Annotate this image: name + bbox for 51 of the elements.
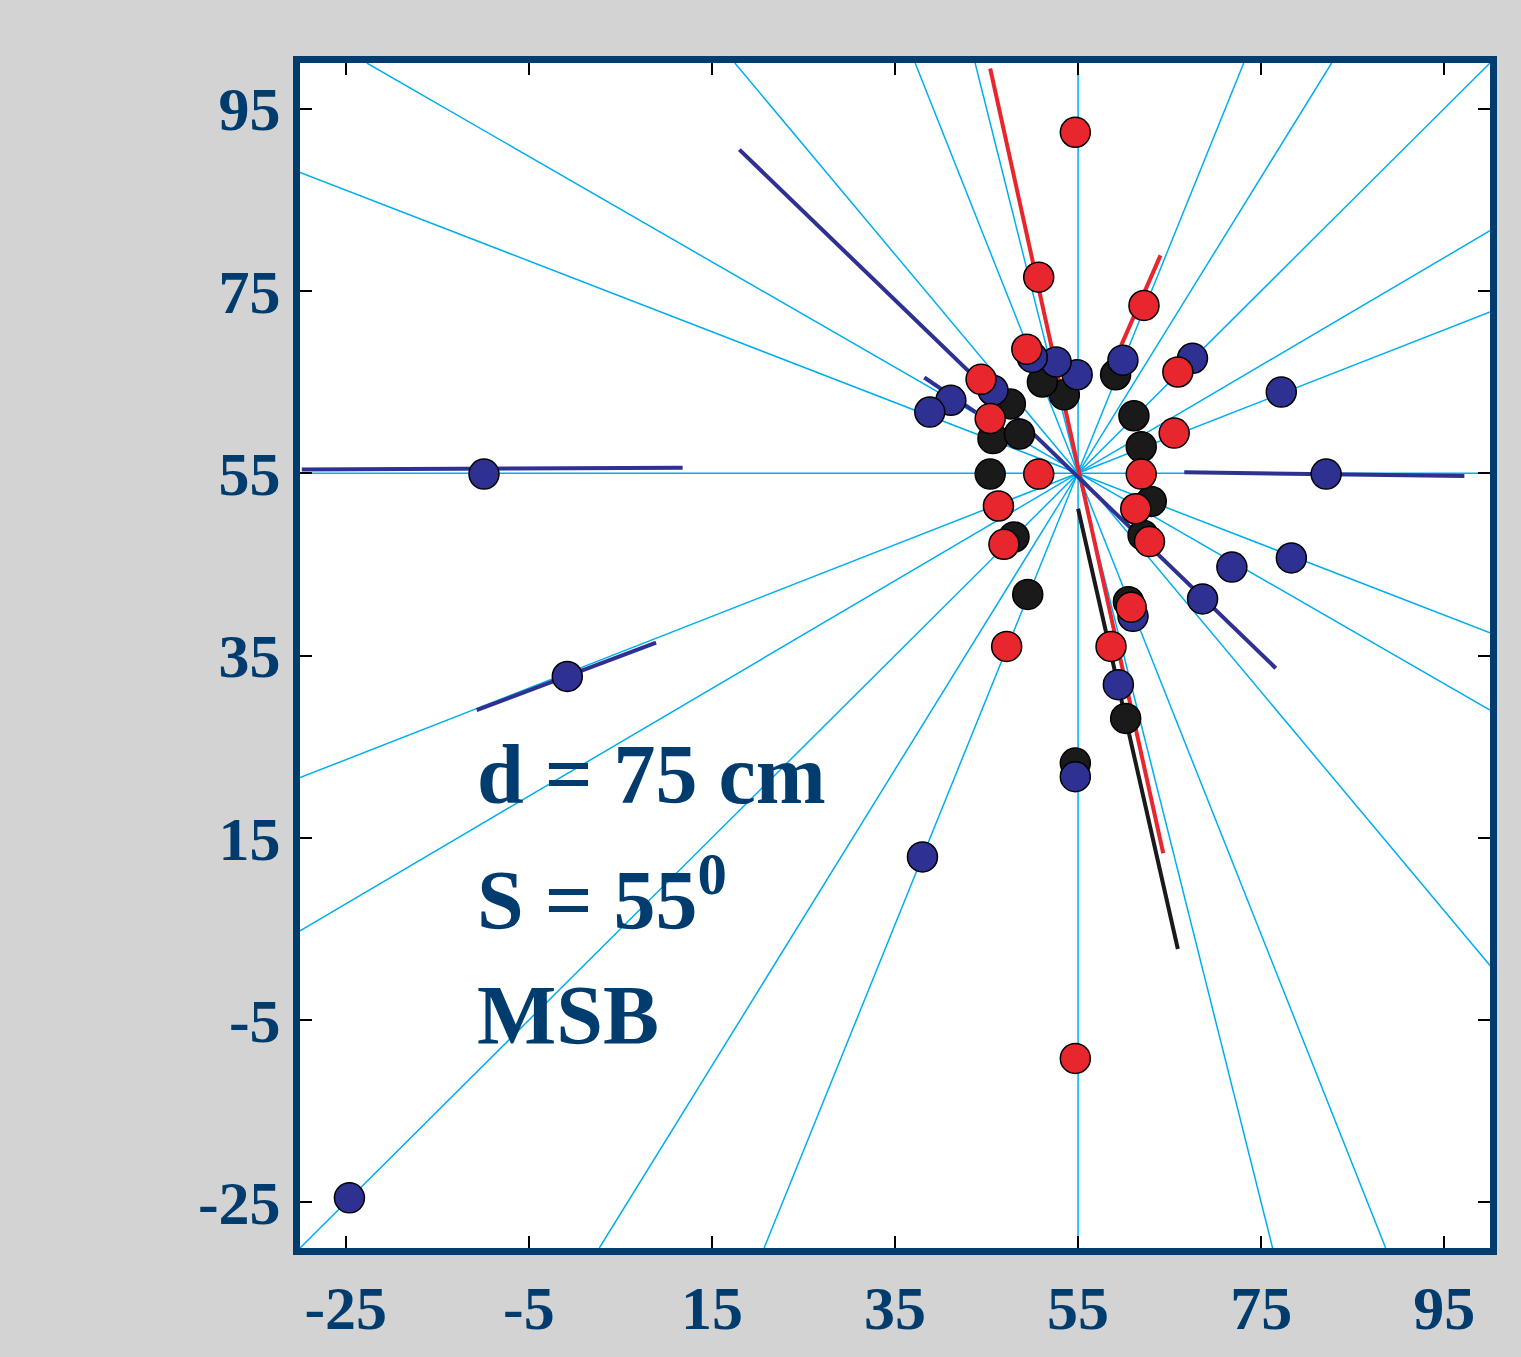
point xyxy=(1011,578,1044,611)
point xyxy=(1095,630,1127,663)
point xyxy=(906,841,939,873)
point xyxy=(1310,458,1342,490)
x-tick-label: 35 xyxy=(864,1274,926,1343)
point xyxy=(1125,431,1157,463)
point xyxy=(1265,376,1298,408)
point xyxy=(1109,702,1142,735)
point xyxy=(1059,116,1092,149)
point xyxy=(1011,333,1043,365)
y-tick-label: 15 xyxy=(218,804,281,873)
point xyxy=(1107,344,1139,376)
point xyxy=(982,490,1015,522)
point xyxy=(1102,668,1135,701)
point xyxy=(990,630,1023,663)
point xyxy=(1162,356,1194,388)
point xyxy=(468,458,500,490)
point xyxy=(965,363,997,396)
x-tick-label: 75 xyxy=(1230,1274,1293,1343)
x-tick-label: 55 xyxy=(1047,1274,1110,1343)
y-tick-label: -5 xyxy=(228,986,281,1055)
point xyxy=(1216,551,1248,583)
point xyxy=(1003,418,1036,450)
y-tick-label: 35 xyxy=(218,622,281,691)
point xyxy=(1186,583,1219,615)
point xyxy=(1128,289,1160,322)
x-tick-label: 15 xyxy=(680,1274,743,1343)
point xyxy=(1125,458,1157,490)
point xyxy=(914,396,946,428)
y-tick-label: 95 xyxy=(218,75,281,144)
point xyxy=(551,660,584,693)
point xyxy=(1022,458,1055,490)
point xyxy=(1275,542,1308,574)
y-tick-label: 75 xyxy=(218,257,281,326)
point xyxy=(974,458,1006,490)
y-tick-label: 55 xyxy=(218,439,281,508)
x-tick-label: 95 xyxy=(1413,1274,1476,1343)
point xyxy=(1158,417,1190,449)
point xyxy=(1118,400,1150,432)
x-tick-label: -5 xyxy=(503,1274,555,1343)
point xyxy=(988,528,1020,561)
point xyxy=(333,1182,366,1214)
point xyxy=(1120,492,1152,525)
point xyxy=(1022,261,1055,293)
point xyxy=(974,402,1006,435)
point xyxy=(1059,760,1092,793)
x-tick-label: -25 xyxy=(304,1274,388,1343)
y-tick-label: -25 xyxy=(197,1169,281,1238)
point xyxy=(1115,591,1147,623)
point xyxy=(1059,1042,1092,1075)
point xyxy=(1133,525,1166,558)
